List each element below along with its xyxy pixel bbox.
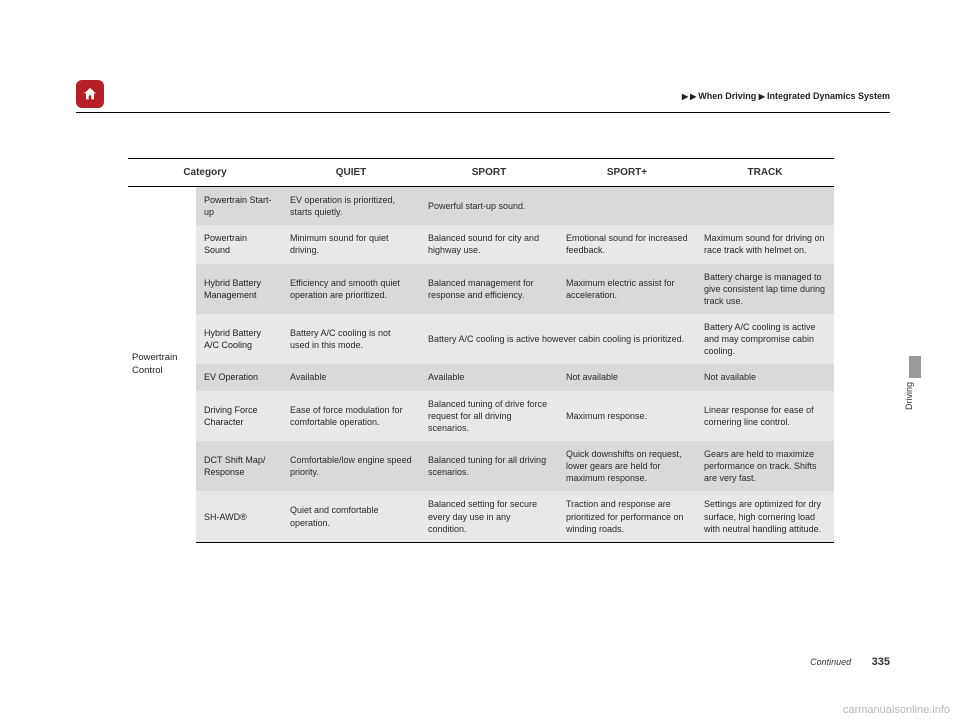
row-subcategory: Hybrid Battery A/C Cooling xyxy=(196,314,282,364)
table-row: DCT Shift Map/ ResponseComfortable/low e… xyxy=(128,441,834,491)
table-cell: Balanced tuning of drive force request f… xyxy=(420,391,558,441)
continued-label: Continued xyxy=(810,657,851,667)
table-row: Hybrid Battery A/C CoolingBattery A/C co… xyxy=(128,314,834,364)
table-cell: Battery charge is managed to give consis… xyxy=(696,264,834,314)
row-subcategory: Driving Force Character xyxy=(196,391,282,441)
row-group-label: Powertrain Control xyxy=(128,187,196,543)
table-cell: Balanced management for response and eff… xyxy=(420,264,558,314)
table-cell: Minimum sound for quiet driving. xyxy=(282,225,420,263)
table-cell: Available xyxy=(420,364,558,390)
page-footer: Continued 335 xyxy=(810,656,890,668)
table-cell: Battery A/C cooling is active and may co… xyxy=(696,314,834,364)
table-row: Hybrid Battery ManagementEfficiency and … xyxy=(128,264,834,314)
breadcrumb: ▶▶When Driving ▶Integrated Dynamics Syst… xyxy=(682,91,890,101)
section-tab: Driving xyxy=(904,356,926,434)
breadcrumb-arrow-icon: ▶ xyxy=(690,92,696,101)
table-cell: Ease of force modulation for comfortable… xyxy=(282,391,420,441)
table-cell: Quiet and comfortable operation. xyxy=(282,491,420,542)
table-cell: Maximum electric assist for acceleration… xyxy=(558,264,696,314)
col-sportplus: SPORT+ xyxy=(558,159,696,187)
row-subcategory: Powertrain Sound xyxy=(196,225,282,263)
table-cell: Gears are held to maximize performance o… xyxy=(696,441,834,491)
table-cell: Not available xyxy=(696,364,834,390)
table-row: Powertrain ControlPowertrain Start-upEV … xyxy=(128,187,834,226)
table-cell: Quick downshifts on request, lower gears… xyxy=(558,441,696,491)
col-track: TRACK xyxy=(696,159,834,187)
table-cell: Balanced setting for secure every day us… xyxy=(420,491,558,542)
row-subcategory: EV Operation xyxy=(196,364,282,390)
table-cell: Balanced sound for city and highway use. xyxy=(420,225,558,263)
home-icon[interactable] xyxy=(76,80,104,108)
row-subcategory: Powertrain Start-up xyxy=(196,187,282,226)
table-header-row: Category QUIET SPORT SPORT+ TRACK xyxy=(128,159,834,187)
col-category: Category xyxy=(128,159,282,187)
header-rule xyxy=(76,112,890,113)
table-cell: Comfortable/low engine speed priority. xyxy=(282,441,420,491)
watermark: carmanualsonline.info xyxy=(843,704,950,716)
table-cell: Not available xyxy=(558,364,696,390)
table-cell: Traction and response are prioritized fo… xyxy=(558,491,696,542)
breadcrumb-part2: Integrated Dynamics System xyxy=(767,91,890,101)
page-number: 335 xyxy=(872,656,890,668)
row-subcategory: Hybrid Battery Management xyxy=(196,264,282,314)
row-subcategory: DCT Shift Map/ Response xyxy=(196,441,282,491)
table-cell: Settings are optimized for dry surface, … xyxy=(696,491,834,542)
table-row: Driving Force CharacterEase of force mod… xyxy=(128,391,834,441)
col-quiet: QUIET xyxy=(282,159,420,187)
row-subcategory: SH-AWD® xyxy=(196,491,282,542)
table-row: SH-AWD®Quiet and comfortable operation.B… xyxy=(128,491,834,542)
table-cell: Available xyxy=(282,364,420,390)
table-cell: Balanced tuning for all driving scenario… xyxy=(420,441,558,491)
table-cell: Battery A/C cooling is not used in this … xyxy=(282,314,420,364)
table-cell: Maximum response. xyxy=(558,391,696,441)
table-cell: Powerful start-up sound. xyxy=(420,187,834,226)
tab-marker xyxy=(909,356,921,378)
table-cell: Efficiency and smooth quiet operation ar… xyxy=(282,264,420,314)
dynamics-table: Category QUIET SPORT SPORT+ TRACK Powert… xyxy=(128,158,834,543)
col-sport: SPORT xyxy=(420,159,558,187)
breadcrumb-arrow-icon: ▶ xyxy=(759,92,765,101)
table-cell: Linear response for ease of cornering li… xyxy=(696,391,834,441)
table-cell: Emotional sound for increased feedback. xyxy=(558,225,696,263)
table-cell: Battery A/C cooling is active however ca… xyxy=(420,314,696,364)
table-cell: EV operation is prioritized, starts quie… xyxy=(282,187,420,226)
table-row: EV OperationAvailableAvailableNot availa… xyxy=(128,364,834,390)
tab-label: Driving xyxy=(904,382,926,410)
breadcrumb-part1: When Driving xyxy=(698,91,756,101)
table-cell: Maximum sound for driving on race track … xyxy=(696,225,834,263)
table-row: Powertrain SoundMinimum sound for quiet … xyxy=(128,225,834,263)
breadcrumb-arrow-icon: ▶ xyxy=(682,92,688,101)
